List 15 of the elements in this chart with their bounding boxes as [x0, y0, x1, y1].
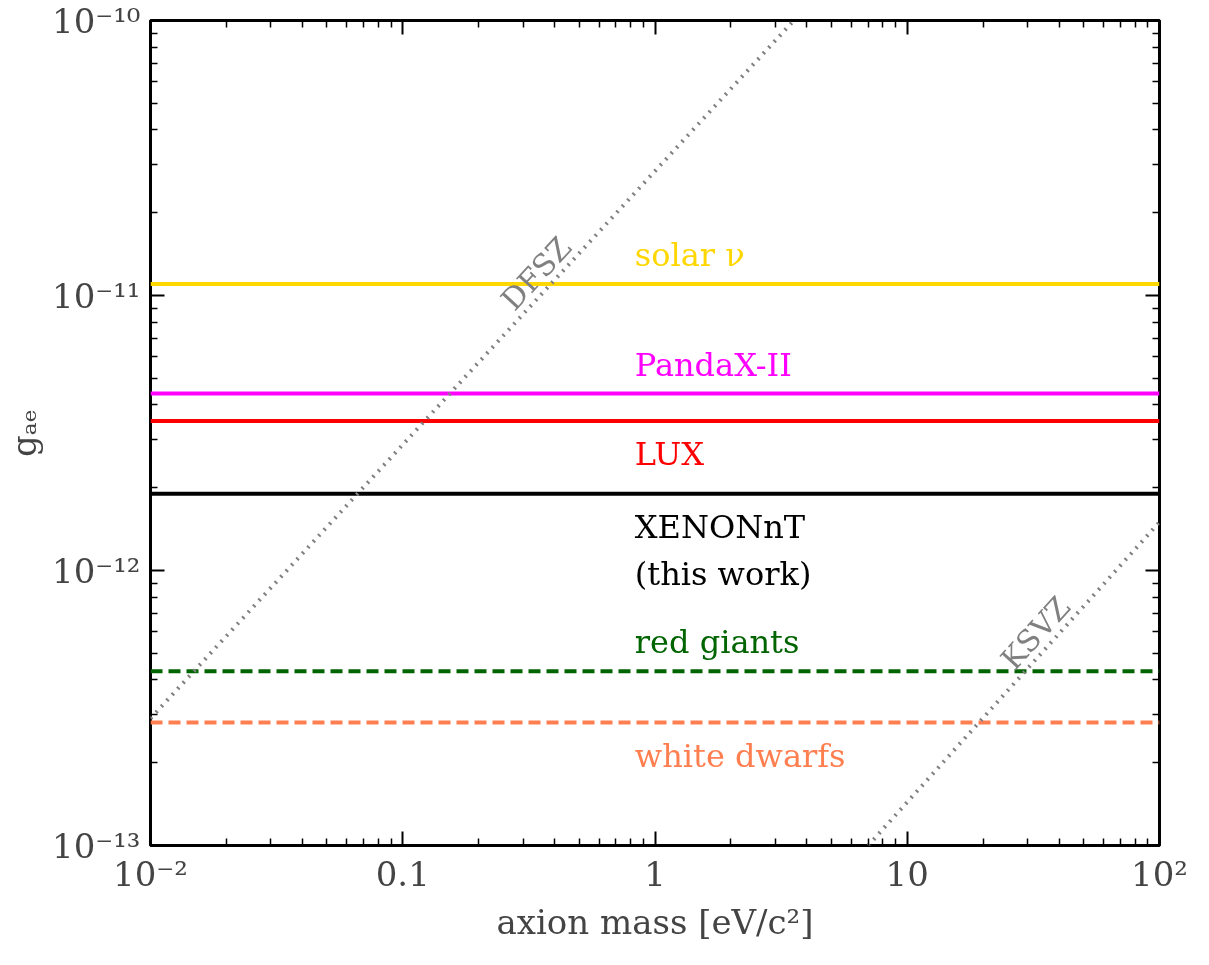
- series-label: XENONnT (this work): [634, 507, 812, 594]
- series-label: PandaX-II: [634, 345, 792, 384]
- series-label: red giants: [634, 623, 800, 662]
- x-tick-label: 1: [644, 853, 666, 894]
- y-tick-label: 10⁻¹¹: [52, 275, 141, 316]
- x-tick-label: 10²: [1131, 853, 1188, 894]
- x-tick-label: 0.1: [375, 853, 430, 894]
- x-axis-title: axion mass [eV/c²]: [496, 901, 814, 942]
- series-label: solar ν: [634, 236, 745, 275]
- x-tick-label: 10: [885, 853, 929, 894]
- y-axis-title: gₐₑ: [4, 408, 45, 458]
- series-label: LUX: [634, 434, 705, 473]
- y-tick-label: 10⁻¹⁰: [52, 0, 141, 41]
- y-tick-label: 10⁻¹²: [52, 550, 141, 591]
- series-label: white dwarfs: [634, 736, 846, 775]
